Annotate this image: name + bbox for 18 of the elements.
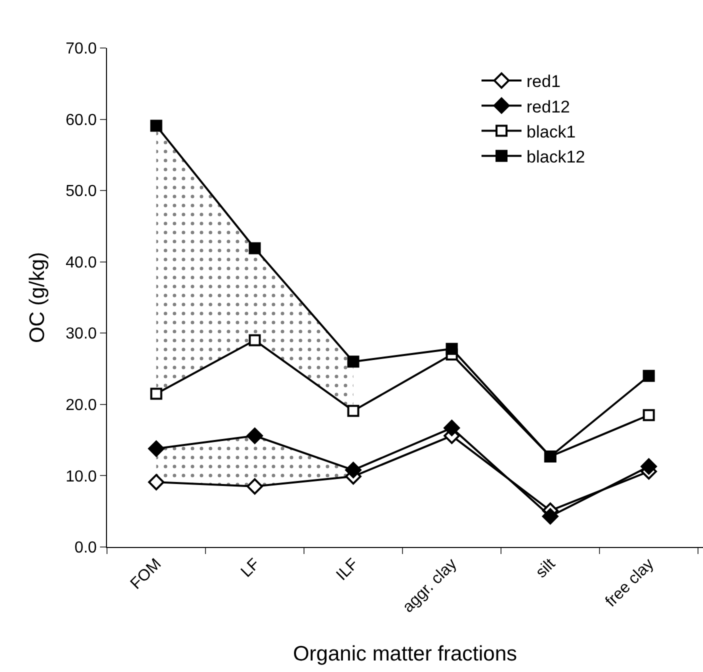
y-tick-label: 10.0 <box>66 468 97 486</box>
y-tick-label: 50.0 <box>66 183 97 200</box>
y-tick-label: 0.0 <box>74 540 97 557</box>
legend-label: red1 <box>526 72 561 92</box>
y-tick-label: 60.0 <box>66 112 97 129</box>
x-axis-title: Organic matter fractions <box>292 642 518 666</box>
x-tick-label: LF <box>238 556 264 581</box>
x-tick-label: silt <box>532 555 560 582</box>
y-tick-label: 40.0 <box>66 254 97 272</box>
legend-label: black1 <box>526 122 576 142</box>
y-tick-label: 20.0 <box>66 397 97 414</box>
x-tick-label: ILF <box>333 556 362 584</box>
legend-label: red12 <box>526 97 570 116</box>
y-tick-label: 30.0 <box>66 326 97 343</box>
y-axis-title: OC (g/kg) <box>26 252 49 344</box>
legend-label: black12 <box>526 147 586 166</box>
x-tick-label: free clay <box>602 556 658 610</box>
y-tick-label: 70.0 <box>66 40 97 58</box>
